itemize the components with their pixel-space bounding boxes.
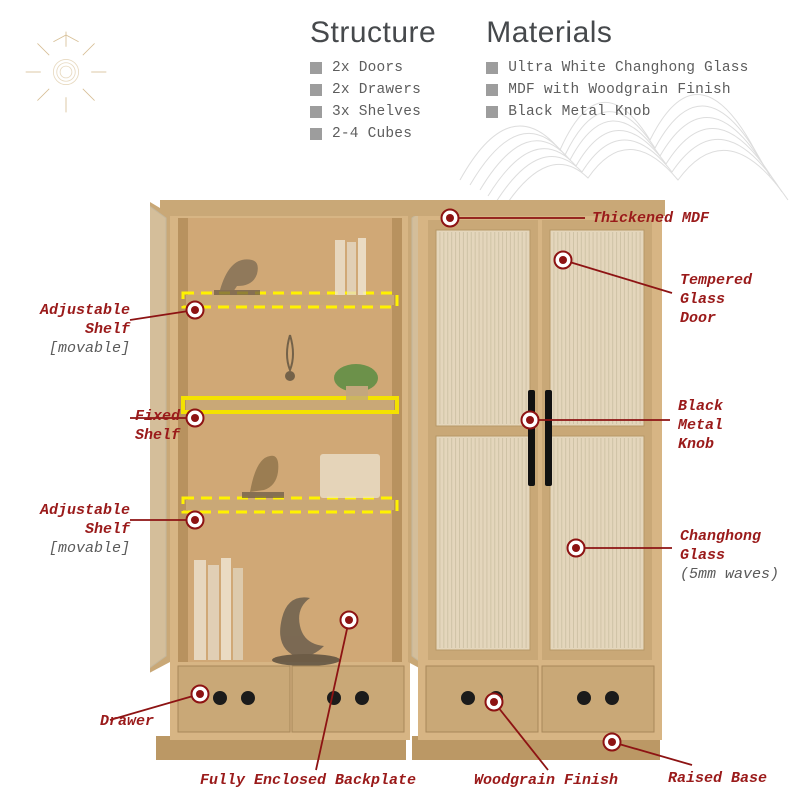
list-item: Ultra White Changhong Glass [486,60,748,76]
callout-adj_shelf_top: AdjustableShelf[movable] [12,302,130,358]
cabinet-diagram [150,200,665,760]
callout-woodgrain_finish: Woodgrain Finish [474,772,618,791]
materials-column: Materials Ultra White Changhong Glass MD… [486,16,748,148]
list-item: 2x Doors [310,60,436,76]
cabinet-right-unit [414,200,665,740]
structure-list: 2x Doors 2x Drawers 3x Shelves 2-4 Cubes [310,60,436,142]
callout-black_knob: BlackMetalKnob [678,398,723,454]
list-item: 2x Drawers [310,82,436,98]
infographic-canvas: Structure 2x Doors 2x Drawers 3x Shelves… [0,0,800,800]
callout-drawer: Drawer [36,713,154,732]
materials-list: Ultra White Changhong Glass MDF with Woo… [486,60,748,120]
callout-changhong_glass: ChanghongGlass(5mm waves) [680,528,779,584]
materials-title: Materials [486,16,748,50]
callout-backplate: Fully Enclosed Backplate [200,772,416,791]
left-door-open [150,200,170,678]
list-item: 3x Shelves [310,104,436,120]
callout-raised_base: Raised Base [668,770,767,789]
structure-title: Structure [310,16,436,50]
list-item: MDF with Woodgrain Finish [486,82,748,98]
sun-icon [24,30,108,114]
cabinet-left-unit [150,200,438,740]
list-item: 2-4 Cubes [310,126,436,142]
callout-tempered_glass: TemperedGlassDoor [680,272,752,328]
header-columns: Structure 2x Doors 2x Drawers 3x Shelves… [310,16,770,148]
callout-adj_shelf_bot: AdjustableShelf[movable] [12,502,130,558]
list-item: Black Metal Knob [486,104,748,120]
structure-column: Structure 2x Doors 2x Drawers 3x Shelves… [310,16,436,148]
